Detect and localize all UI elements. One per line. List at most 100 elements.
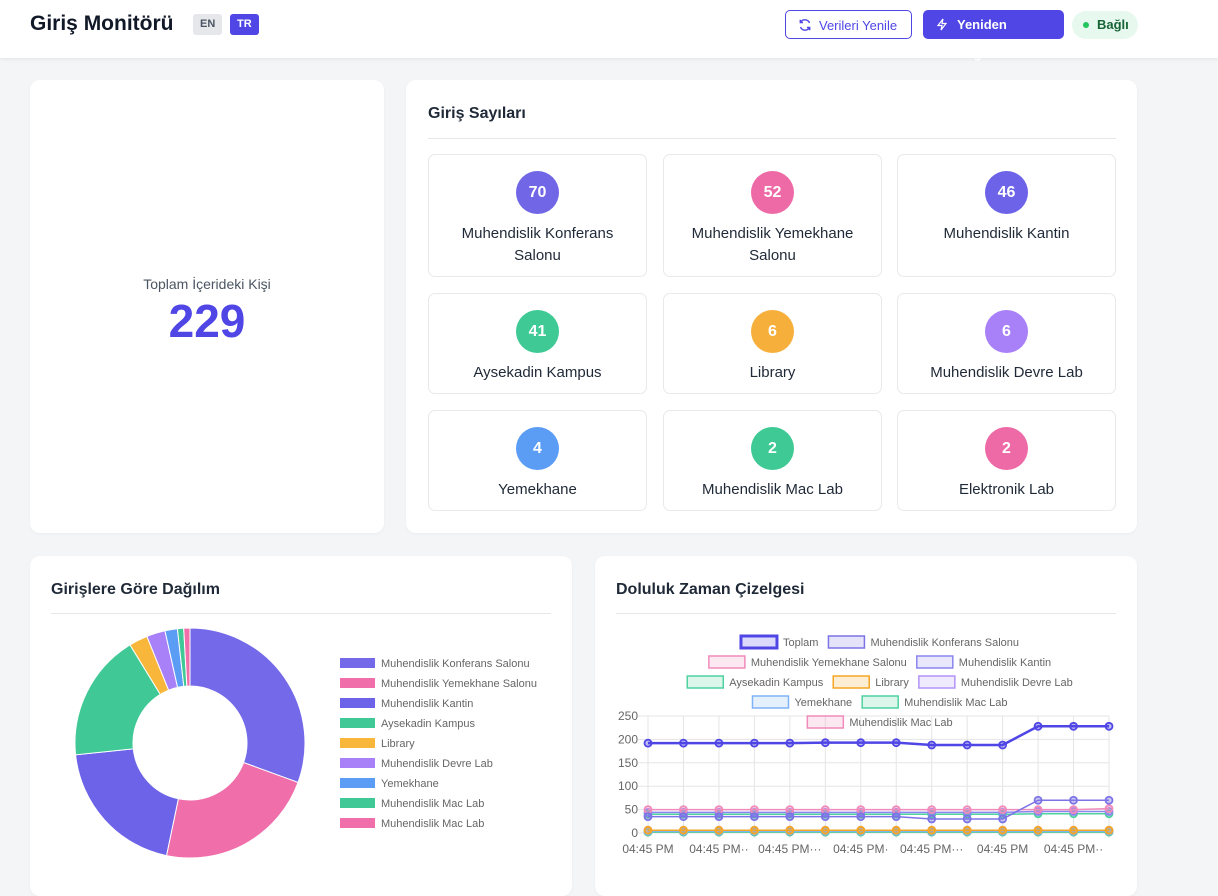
data-point [964, 815, 971, 822]
data-point [893, 806, 900, 813]
legend-label: Muhendislik Mac Lab [381, 818, 484, 830]
legend-swatch [687, 676, 723, 688]
legend-item: Aysekadin Kampus [687, 676, 823, 689]
legend-label: Toplam [783, 637, 818, 649]
data-point [751, 740, 758, 747]
data-point [857, 813, 864, 820]
legend-swatch [807, 716, 843, 728]
data-point [645, 740, 652, 747]
data-point [680, 806, 687, 813]
legend-label: Muhendislik Yemekhane Salonu [381, 678, 537, 690]
legend-label: Muhendislik Mac Lab [381, 798, 484, 810]
data-point [857, 827, 864, 834]
legend-label: Aysekadin Kampus [729, 677, 823, 689]
x-tick-label: 04:45 PM [622, 842, 673, 856]
data-point [999, 806, 1006, 813]
data-point [964, 806, 971, 813]
data-point [999, 827, 1006, 834]
data-point [680, 740, 687, 747]
page: Giriş Monitörü EN TR Verileri Yenile Yen… [0, 0, 1218, 878]
legend-label: Muhendislik Mac Lab [849, 717, 952, 729]
legend-swatch [340, 678, 375, 688]
legend-swatch [340, 778, 375, 788]
legend-item: Muhendislik Mac Lab [862, 696, 1007, 709]
data-point [928, 742, 935, 749]
legend-item: Muhendislik Yemekhane Salonu [709, 656, 907, 669]
legend-swatch [917, 656, 953, 668]
data-point [1106, 805, 1113, 812]
legend-label: Library [875, 677, 909, 689]
data-point [715, 827, 722, 834]
data-point [928, 806, 935, 813]
x-tick-label: 04:45 PM··· [758, 842, 821, 856]
data-point [822, 813, 829, 820]
data-point [999, 742, 1006, 749]
legend-swatch [862, 696, 898, 708]
legend-swatch [741, 636, 777, 648]
data-point [751, 813, 758, 820]
data-point [822, 739, 829, 746]
data-point [645, 813, 652, 820]
data-point [1035, 723, 1042, 730]
data-point [1106, 723, 1113, 730]
legend-swatch [919, 676, 955, 688]
y-tick-label: 200 [618, 732, 638, 746]
legend-label: Muhendislik Konferans Salonu [870, 637, 1019, 649]
legend-label: Muhendislik Devre Lab [961, 677, 1073, 689]
legend-item: Muhendislik Konferans Salonu [828, 636, 1019, 649]
data-point [786, 740, 793, 747]
data-point [857, 806, 864, 813]
legend-swatch [340, 798, 375, 808]
data-point [751, 827, 758, 834]
legend-label: Library [381, 738, 415, 750]
data-point [893, 739, 900, 746]
legend-item: Muhendislik Mac Lab [807, 716, 952, 729]
data-point [680, 827, 687, 834]
data-point [1070, 797, 1077, 804]
data-point [645, 806, 652, 813]
legend-swatch [828, 636, 864, 648]
data-point [1070, 806, 1077, 813]
data-point [786, 806, 793, 813]
legend-label: Aysekadin Kampus [381, 718, 475, 730]
donut-slice [76, 749, 179, 856]
data-point [1106, 827, 1113, 834]
data-point [1035, 797, 1042, 804]
legend-label: Muhendislik Kantin [959, 657, 1051, 669]
legend-swatch [340, 738, 375, 748]
legend-label: Yemekhane [381, 778, 439, 790]
data-point [964, 742, 971, 749]
data-point [928, 827, 935, 834]
legend-item: Muhendislik Kantin [917, 656, 1051, 669]
data-point [645, 827, 652, 834]
legend-item: Yemekhane [752, 696, 852, 709]
legend-swatch [833, 676, 869, 688]
legend-swatch [340, 658, 375, 668]
legend-item: Muhendislik Devre Lab [919, 676, 1073, 689]
data-point [964, 827, 971, 834]
legend-item: Library [833, 676, 909, 689]
data-point [999, 815, 1006, 822]
y-tick-label: 50 [625, 803, 639, 817]
data-point [893, 813, 900, 820]
legend-swatch [340, 718, 375, 728]
data-point [715, 806, 722, 813]
data-point [857, 739, 864, 746]
y-tick-label: 150 [618, 756, 638, 770]
legend-swatch [340, 758, 375, 768]
x-tick-label: 04:45 PM· [833, 842, 888, 856]
legend-item: Toplam [741, 636, 818, 649]
charts: Muhendislik Konferans Salonu Muhendislik … [0, 0, 1218, 878]
y-tick-label: 250 [618, 709, 638, 723]
legend-label: Yemekhane [794, 697, 852, 709]
legend-swatch [709, 656, 745, 668]
data-point [680, 813, 687, 820]
legend-label: Muhendislik Kantin [381, 698, 473, 710]
data-point [751, 806, 758, 813]
data-point [1106, 797, 1113, 804]
y-tick-label: 0 [631, 826, 638, 840]
data-point [786, 827, 793, 834]
data-point [715, 740, 722, 747]
data-point [1070, 723, 1077, 730]
x-tick-label: 04:45 PM·· [689, 842, 748, 856]
